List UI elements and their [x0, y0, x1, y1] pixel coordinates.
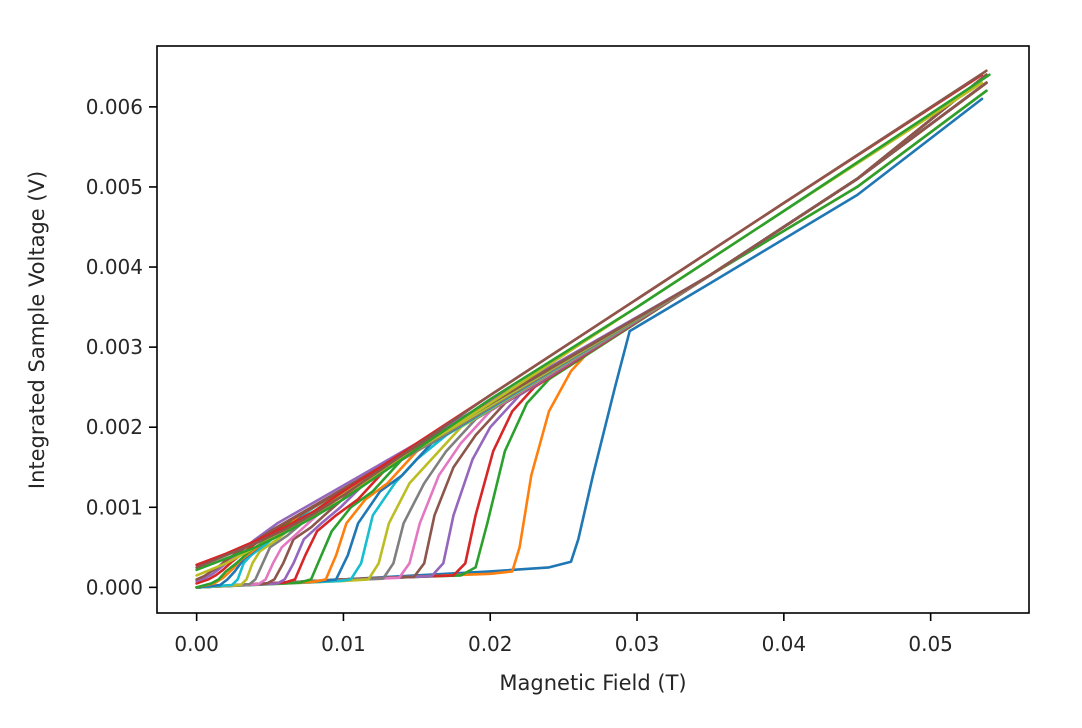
x-tick-label: 0.02	[468, 632, 513, 656]
y-tick-label: 0.003	[86, 335, 143, 359]
y-tick-label: 0.001	[86, 495, 143, 519]
y-tick-label: 0.000	[86, 575, 143, 599]
x-axis-label: Magnetic Field (T)	[499, 671, 686, 695]
y-axis-label: Integrated Sample Voltage (V)	[25, 171, 49, 489]
y-axis: 0.000 0.001 0.002 0.003 0.004 0.005 0.006	[86, 95, 157, 599]
y-tick-label: 0.002	[86, 415, 143, 439]
x-tick-label: 0.01	[321, 632, 366, 656]
series-line-29	[195, 73, 991, 572]
y-tick-label: 0.004	[86, 255, 143, 279]
series-group	[195, 69, 991, 589]
x-tick-label: 0.00	[174, 632, 219, 656]
series-line-30	[195, 69, 988, 569]
y-tick-label: 0.006	[86, 95, 143, 119]
x-tick-label: 0.03	[615, 632, 660, 656]
x-tick-label: 0.04	[762, 632, 807, 656]
y-tick-label: 0.005	[86, 175, 143, 199]
x-axis: 0.00 0.01 0.02 0.03 0.04 0.05	[174, 613, 953, 656]
x-tick-label: 0.05	[908, 632, 953, 656]
plot-frame	[156, 45, 1030, 614]
